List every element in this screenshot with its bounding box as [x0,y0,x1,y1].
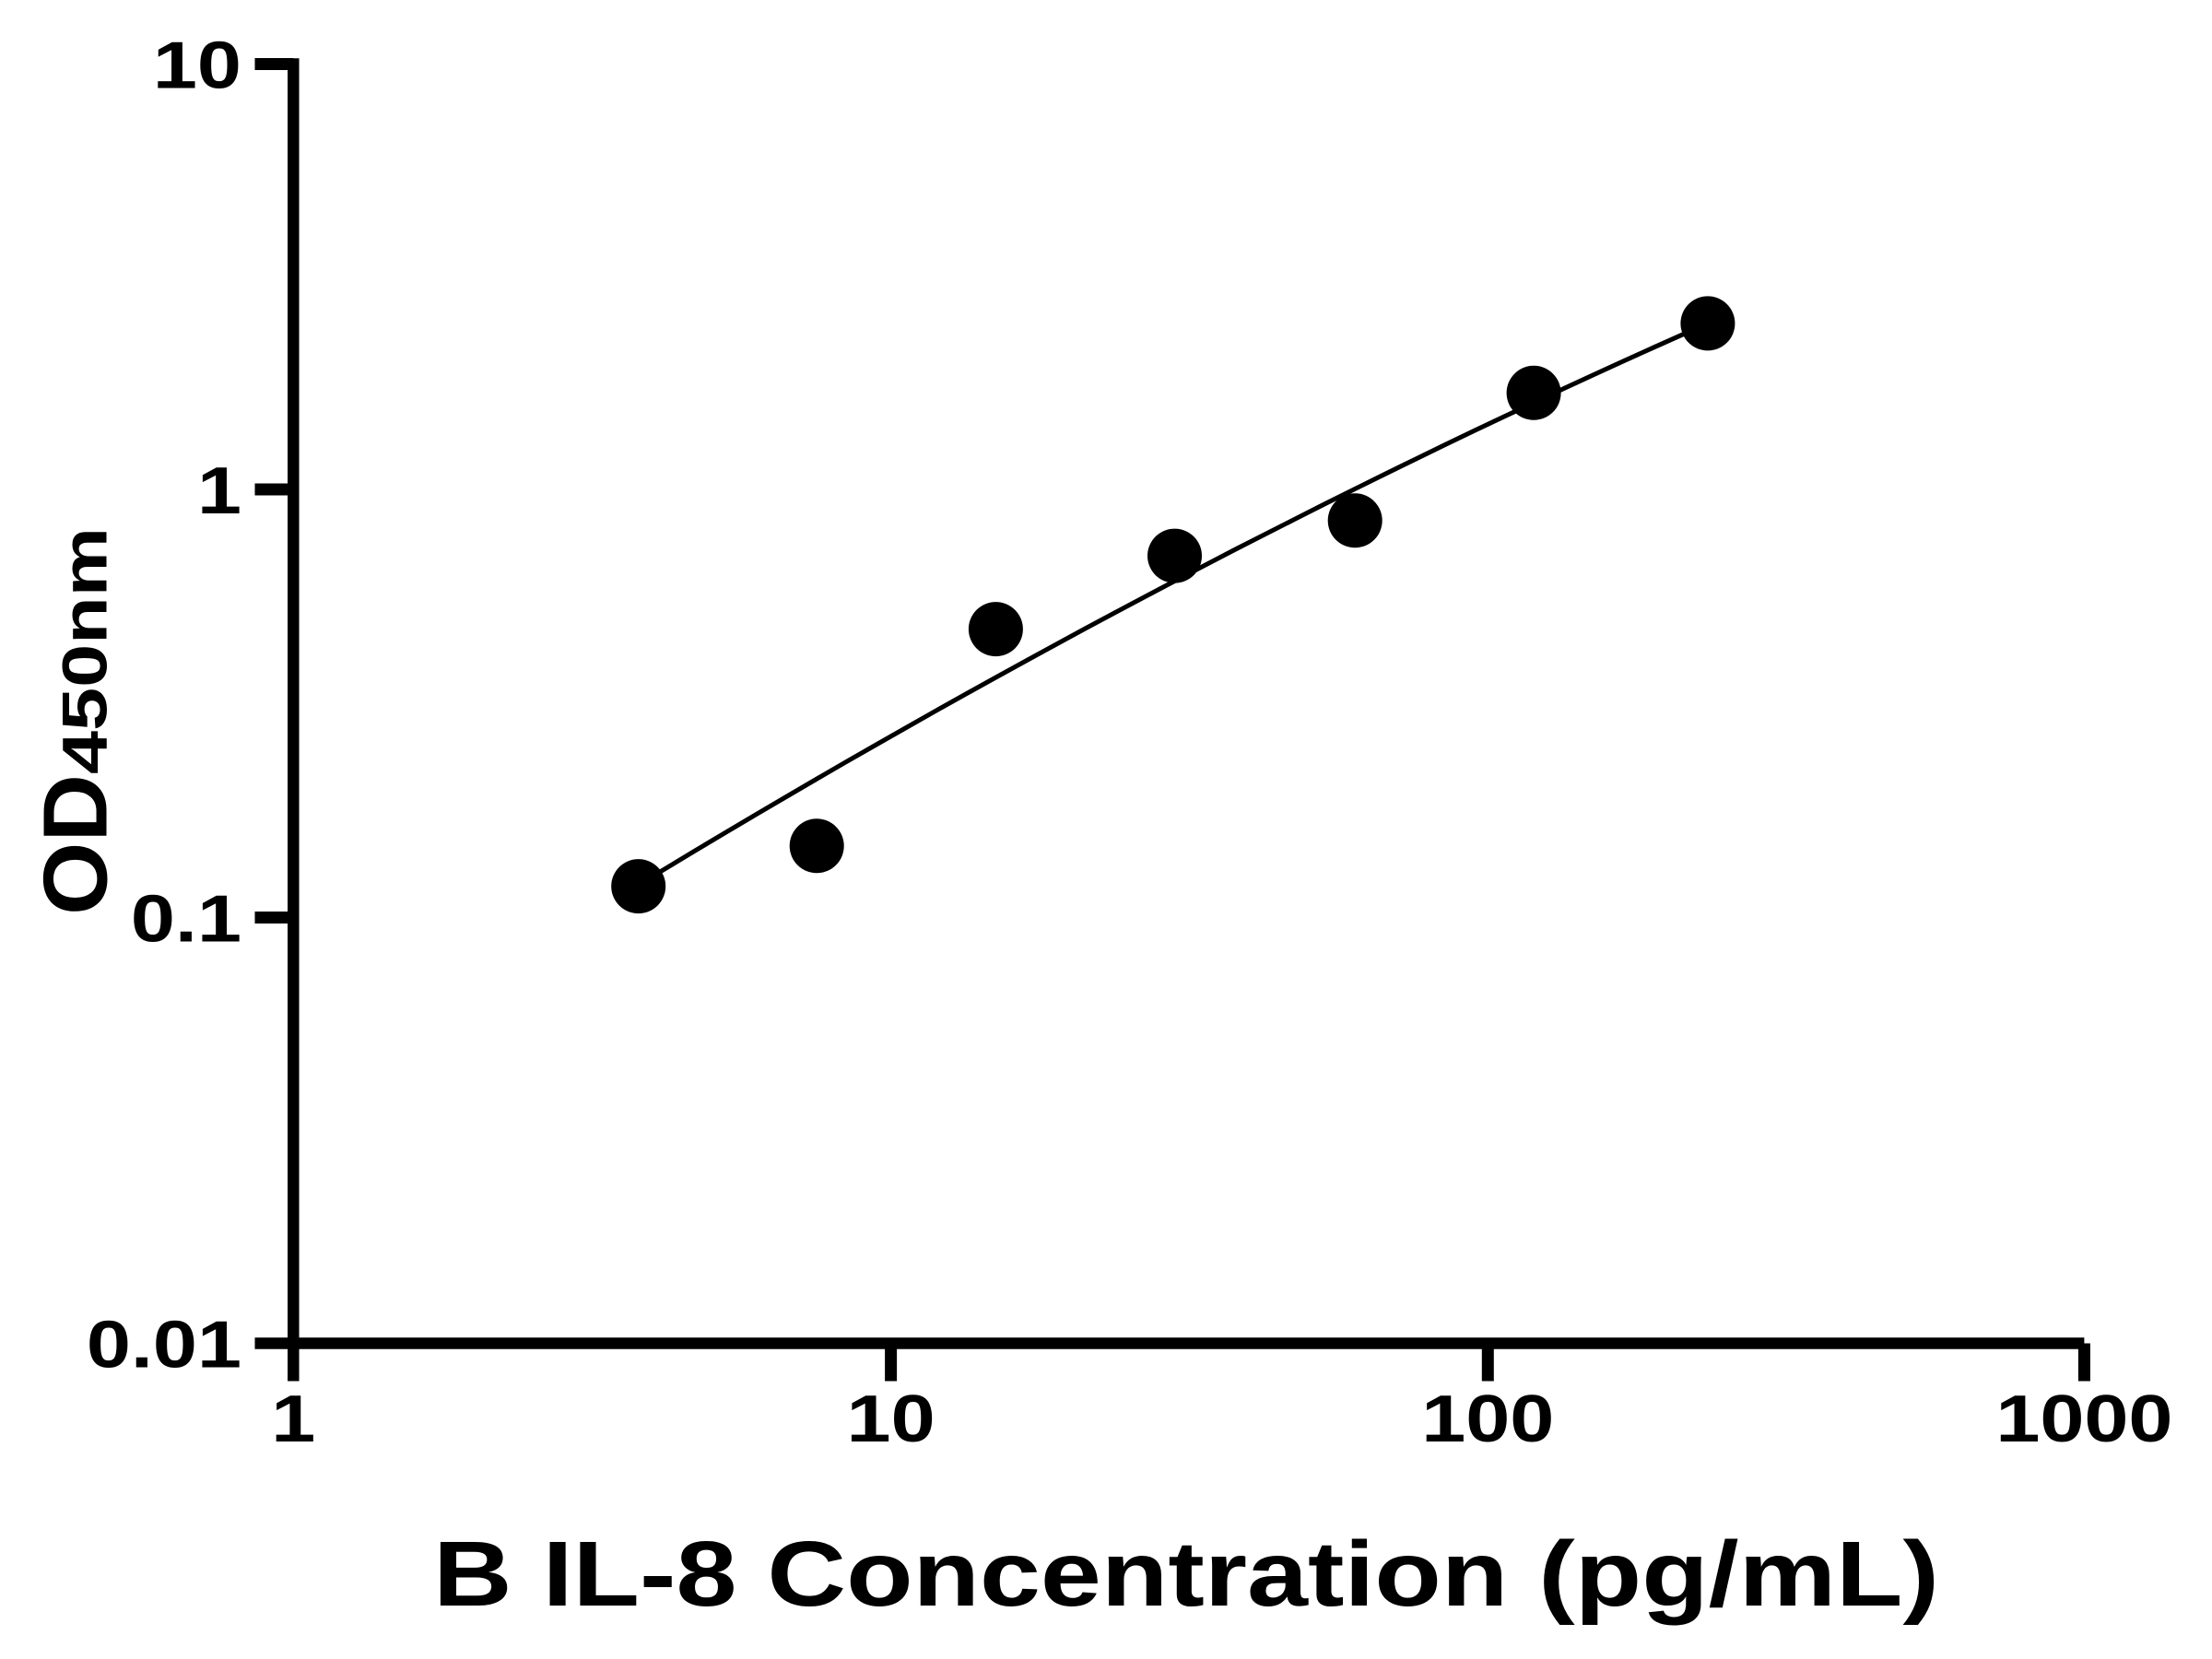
svg-text:1: 1 [271,1382,315,1456]
svg-text:100: 100 [1421,1382,1554,1456]
svg-text:450nm: 450nm [50,527,121,774]
svg-text:0.1: 0.1 [131,883,241,957]
svg-text:10: 10 [153,29,241,103]
svg-text:1000: 1000 [1995,1382,2172,1456]
svg-text:1: 1 [197,454,241,528]
svg-text:OD: OD [25,774,126,915]
svg-text:0.01: 0.01 [87,1309,241,1382]
svg-text:B IL-8 Concentration (pg/mL): B IL-8 Concentration (pg/mL) [433,1523,1939,1626]
svg-text:10: 10 [847,1382,935,1456]
